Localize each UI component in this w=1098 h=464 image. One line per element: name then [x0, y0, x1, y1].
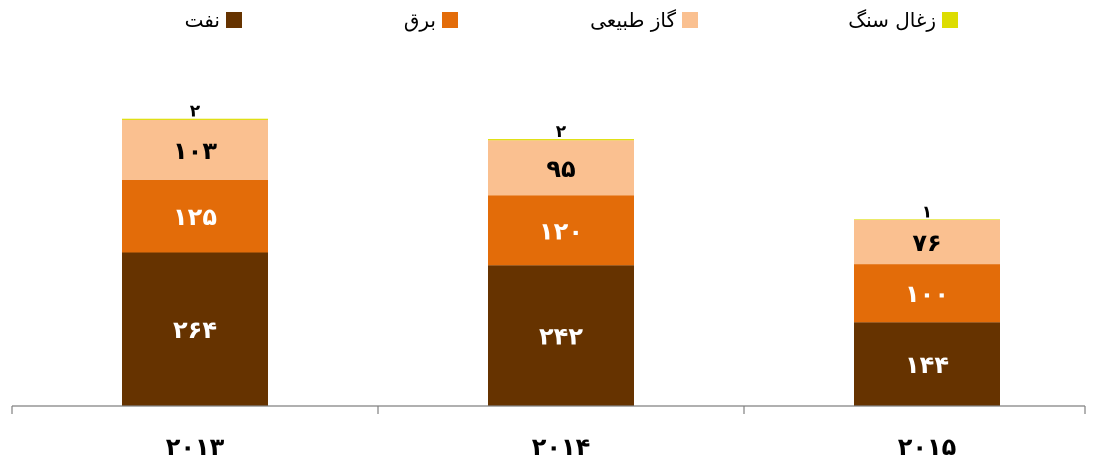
data-label-natural-gas: ۷۶ — [912, 229, 941, 257]
data-label-natural-gas: ۹۵ — [546, 155, 575, 183]
data-label-coal: ۲ — [190, 102, 201, 122]
legend-swatch-coal — [942, 12, 958, 28]
legend-item-electricity: برق — [404, 8, 458, 32]
bar-segment-oil — [122, 252, 268, 406]
bar-segment-electricity — [854, 264, 1000, 323]
chart-legend: زغال سنگ گاز طبیعی برق نفت — [0, 8, 1098, 38]
legend-label-oil: نفت — [184, 8, 220, 32]
legend-item-coal: زغال سنگ — [848, 8, 958, 32]
legend-swatch-natural-gas — [682, 12, 698, 28]
data-label-electricity: ۱۲۵ — [173, 203, 217, 231]
bar-segment-coal — [854, 219, 1000, 220]
legend-item-oil: نفت — [185, 8, 242, 32]
data-label-natural-gas: ۱۰۳ — [173, 137, 217, 165]
data-label-oil: ۲۴۲ — [539, 323, 583, 351]
x-tick-label: ۲۰۱۴ — [532, 433, 591, 461]
bar-segment-natural-gas — [854, 219, 1000, 265]
data-label-oil: ۱۴۴ — [905, 351, 949, 379]
bar-segment-coal — [488, 139, 634, 141]
data-label-coal: ۲ — [556, 122, 567, 142]
bar-segment-natural-gas — [122, 119, 268, 180]
legend-label-natural-gas: گاز طبیعی — [590, 8, 676, 32]
bar-segment-natural-gas — [488, 140, 634, 196]
data-label-coal: ۱ — [922, 202, 932, 222]
data-label-electricity: ۱۲۰ — [539, 217, 583, 245]
data-label-electricity: ۱۰۰ — [905, 280, 949, 308]
legend-item-natural-gas: گاز طبیعی — [590, 8, 698, 32]
legend-label-coal: زغال سنگ — [848, 8, 936, 32]
bar-segment-oil — [488, 265, 634, 406]
legend-swatch-oil — [226, 12, 242, 28]
bar-segment-oil — [854, 322, 1000, 406]
legend-label-electricity: برق — [403, 8, 436, 32]
bar-segment-electricity — [488, 195, 634, 266]
bar-segment-coal — [122, 118, 268, 120]
x-tick-label: ۲۰۱۳ — [166, 433, 225, 461]
bar-segment-electricity — [122, 179, 268, 253]
data-label-oil: ۲۶۴ — [173, 316, 217, 344]
x-tick-label: ۲۰۱۵ — [898, 433, 957, 461]
legend-swatch-electricity — [442, 12, 458, 28]
